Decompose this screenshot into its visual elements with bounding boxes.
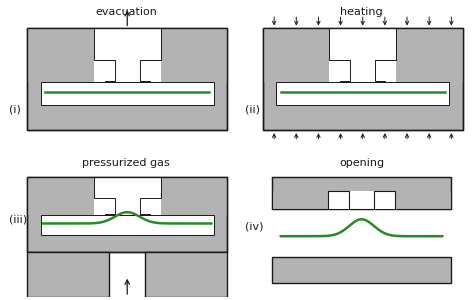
Bar bbox=[161, 177, 227, 215]
Bar bbox=[27, 28, 93, 82]
Bar bbox=[328, 191, 395, 209]
Bar bbox=[263, 28, 329, 82]
Bar bbox=[27, 177, 93, 215]
Text: (iv): (iv) bbox=[245, 221, 264, 231]
Text: opening: opening bbox=[339, 158, 384, 169]
Bar bbox=[329, 28, 396, 82]
Bar bbox=[272, 257, 451, 283]
Bar bbox=[27, 252, 109, 297]
Bar bbox=[93, 28, 161, 82]
Bar bbox=[145, 252, 227, 297]
Bar bbox=[27, 177, 227, 252]
Bar bbox=[161, 28, 227, 82]
Bar bbox=[27, 28, 227, 130]
Text: evacuation: evacuation bbox=[95, 7, 157, 17]
Bar bbox=[272, 177, 451, 209]
Bar bbox=[276, 82, 449, 105]
Text: (ii): (ii) bbox=[245, 104, 260, 114]
Text: (i): (i) bbox=[9, 104, 21, 114]
Text: (iii): (iii) bbox=[9, 214, 27, 224]
Bar bbox=[263, 28, 463, 130]
Bar bbox=[396, 28, 463, 82]
Bar bbox=[272, 191, 328, 209]
Bar bbox=[395, 191, 451, 209]
Bar bbox=[41, 82, 214, 105]
Bar bbox=[27, 177, 227, 252]
Text: heating: heating bbox=[340, 7, 383, 17]
Text: pressurized gas: pressurized gas bbox=[82, 158, 170, 169]
Bar bbox=[93, 177, 161, 215]
Bar bbox=[263, 28, 463, 130]
Bar bbox=[27, 28, 227, 130]
Bar bbox=[41, 215, 214, 235]
